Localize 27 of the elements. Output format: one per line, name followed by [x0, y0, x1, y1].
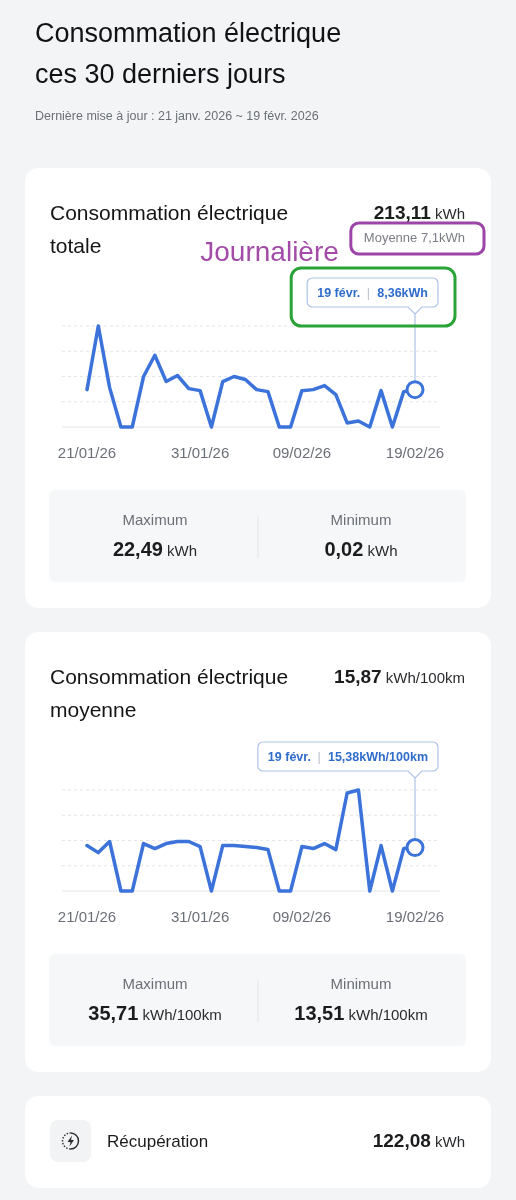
text: 13,51 kWh/100km — [294, 1002, 428, 1024]
chart-title: Consommation électrique moyenne — [50, 665, 289, 721]
x-tick-label: 19/02/26 — [385, 444, 445, 461]
x-tick-label: 21/01/26 — [57, 908, 117, 925]
x-tick-label: 21/01/26 — [57, 444, 117, 461]
x-tick-label: 31/01/26 — [170, 908, 230, 925]
text: 122,08 kWh — [372, 1130, 465, 1151]
text: Consommation électrique ces 30 derniers jours — [35, 18, 342, 89]
x-tick-label: 31/01/26 — [170, 444, 230, 461]
annotation: 19 févr. | 8,36kWh — [317, 286, 428, 300]
x-tick-label: 09/02/26 — [272, 444, 332, 461]
text: Minimum — [330, 511, 392, 528]
text: Journalière — [200, 236, 339, 267]
text: Minimum — [330, 975, 392, 992]
text: 213,11 kWh — [373, 202, 465, 223]
annotation: 19 févr. | 15,38kWh/100km — [267, 750, 428, 764]
text: Récupération — [107, 1132, 209, 1151]
x-tick-label: 19/02/26 — [385, 908, 445, 925]
text: 35,71 kWh/100km — [88, 1002, 222, 1024]
text: 22,49 kWh — [112, 538, 198, 560]
x-tick-label: 09/02/26 — [272, 908, 332, 925]
text: Maximum — [122, 975, 188, 992]
text: Moyenne 7,1kWh — [363, 230, 465, 245]
text: 0,02 kWh — [324, 538, 398, 560]
text: Maximum — [122, 511, 188, 528]
text: Dernière mise à jour : 21 janv. 2026 ~ 19 févr. 2026 — [35, 109, 319, 123]
text: 15,87 kWh/100km — [334, 666, 465, 687]
